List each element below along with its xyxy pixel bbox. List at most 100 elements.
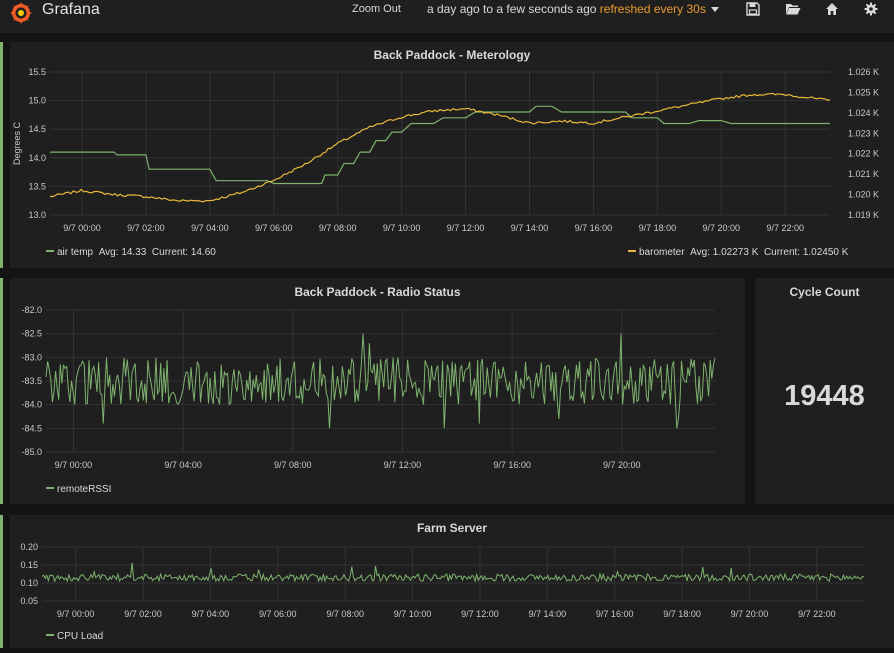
legend-current-value: 14.60 bbox=[190, 247, 216, 258]
y-tick-label: -84.5 bbox=[21, 423, 42, 433]
x-tick-label: 9/7 02:00 bbox=[127, 223, 165, 233]
folder-open-icon[interactable] bbox=[785, 2, 801, 16]
series-line-remote-rssi bbox=[45, 333, 716, 429]
save-icon[interactable] bbox=[746, 2, 760, 16]
y-tick-label: 0.10 bbox=[20, 578, 38, 588]
y-tick-label: -84.0 bbox=[21, 400, 42, 410]
y-tick-label: -82.0 bbox=[21, 305, 42, 315]
x-tick-label: 9/7 10:00 bbox=[394, 609, 432, 619]
top-navbar: Grafana Zoom Out a day ago to a few seco… bbox=[0, 0, 894, 34]
y2-tick-label: 1.022 K bbox=[848, 149, 879, 159]
series-line-air-temp bbox=[50, 105, 830, 185]
refresh-interval-label: refreshed every 30s bbox=[599, 2, 706, 16]
x-tick-label: 9/7 20:00 bbox=[603, 460, 641, 470]
legend-remote-rssi[interactable]: remoteRSSI bbox=[46, 484, 111, 495]
x-tick-label: 9/7 04:00 bbox=[191, 223, 229, 233]
grafana-logo-icon[interactable] bbox=[8, 0, 34, 26]
y-tick-label: 14.5 bbox=[28, 124, 46, 134]
y2-tick-label: 1.024 K bbox=[848, 108, 879, 118]
y2-tick-label: 1.020 K bbox=[848, 190, 879, 200]
y-tick-label: 0.15 bbox=[20, 560, 38, 570]
y2-tick-label: 1.023 K bbox=[848, 128, 879, 138]
y-tick-label: -83.5 bbox=[21, 376, 42, 386]
y-tick-label: 13.0 bbox=[28, 210, 46, 220]
x-tick-label: 9/7 08:00 bbox=[274, 460, 312, 470]
x-tick-label: 9/7 22:00 bbox=[766, 223, 804, 233]
time-range-picker[interactable]: a day ago to a few seconds ago refreshed… bbox=[427, 2, 720, 16]
y-tick-label: -82.5 bbox=[21, 329, 42, 339]
legend-air-temp[interactable]: air temp Avg: 14.33 Current: 14.60 bbox=[46, 247, 216, 258]
x-tick-label: 9/7 20:00 bbox=[731, 609, 769, 619]
time-range-label: a day ago to a few seconds ago bbox=[427, 2, 597, 16]
legend-avg-value: 1.02273 K bbox=[712, 247, 759, 258]
y-tick-label: 14.0 bbox=[28, 153, 46, 163]
x-tick-label: 9/7 16:00 bbox=[575, 223, 613, 233]
x-tick-label: 9/7 08:00 bbox=[326, 609, 364, 619]
x-tick-label: 9/7 08:00 bbox=[319, 223, 357, 233]
x-tick-label: 9/7 18:00 bbox=[663, 609, 701, 619]
x-tick-label: 9/7 02:00 bbox=[124, 609, 162, 619]
chevron-down-icon bbox=[711, 7, 720, 13]
y-axis-title: Degrees C bbox=[12, 121, 22, 165]
meteorology-chart[interactable]: 13.0 13.5 14.0 14.5 15.0 15.5 9/7 00:00 9/7 02:… bbox=[10, 62, 894, 262]
panel-title[interactable]: Back Paddock - Meterology bbox=[373, 48, 531, 62]
legend-current-label: Current: bbox=[763, 247, 801, 258]
legend-barometer[interactable]: barometer Avg: 1.02273 K Current: 1.0245… bbox=[628, 247, 848, 258]
y-tick-label: 15.5 bbox=[28, 67, 46, 77]
legend-swatch bbox=[46, 634, 54, 637]
x-tick-label: 9/7 10:00 bbox=[383, 223, 421, 233]
home-icon[interactable] bbox=[825, 2, 839, 16]
panel-title[interactable]: Cycle Count bbox=[789, 285, 860, 299]
panel-title[interactable]: Back Paddock - Radio Status bbox=[294, 285, 461, 299]
radio-status-panel: Back Paddock - Radio Status -82.0 -82.5 -8… bbox=[10, 278, 745, 504]
x-tick-label: 9/7 04:00 bbox=[192, 609, 230, 619]
row-marker[interactable] bbox=[0, 278, 3, 504]
x-tick-label: 9/7 16:00 bbox=[493, 460, 531, 470]
farm-server-chart[interactable]: 0.05 0.10 0.15 0.20 9/7 00:00 9/7 02:00 9/7 04… bbox=[10, 537, 894, 627]
x-tick-label: 9/7 12:00 bbox=[447, 223, 485, 233]
legend-swatch bbox=[628, 250, 636, 253]
legend-cpu-load[interactable]: CPU Load bbox=[46, 631, 103, 642]
y2-tick-label: 1.019 K bbox=[848, 210, 879, 220]
radio-status-chart[interactable]: -82.0 -82.5 -83.0 -83.5 -84.0 -84.5 -85.0 9/7 0… bbox=[10, 300, 745, 476]
legend-series-name: air temp bbox=[57, 247, 94, 258]
x-tick-label: 9/7 22:00 bbox=[798, 609, 836, 619]
x-tick-label: 9/7 00:00 bbox=[63, 223, 101, 233]
x-tick-label: 9/7 06:00 bbox=[255, 223, 293, 233]
gear-icon[interactable] bbox=[864, 2, 878, 16]
y-tick-label: -85.0 bbox=[21, 447, 42, 457]
y-tick-label: 0.20 bbox=[20, 542, 38, 552]
x-tick-label: 9/7 20:00 bbox=[703, 223, 741, 233]
y-tick-label: 13.5 bbox=[28, 181, 46, 191]
meteorology-panel: Back Paddock - Meterology 13.0 13.5 14.0 14… bbox=[10, 42, 894, 268]
x-tick-label: 9/7 06:00 bbox=[259, 609, 297, 619]
legend-series-name: remoteRSSI bbox=[57, 484, 112, 495]
row-marker[interactable] bbox=[0, 515, 3, 648]
zoom-out-button[interactable]: Zoom Out bbox=[352, 3, 401, 15]
y-tick-label: -83.0 bbox=[21, 352, 42, 362]
x-tick-label: 9/7 12:00 bbox=[384, 460, 422, 470]
singlestat-value: 19448 bbox=[784, 380, 865, 412]
x-tick-label: 9/7 00:00 bbox=[57, 609, 95, 619]
legend-swatch bbox=[46, 250, 54, 253]
y2-tick-label: 1.026 K bbox=[848, 67, 879, 77]
brand-title[interactable]: Grafana bbox=[42, 1, 100, 18]
cycle-count-panel: Cycle Count 19448 bbox=[755, 278, 894, 504]
x-tick-label: 9/7 12:00 bbox=[461, 609, 499, 619]
panel-title[interactable]: Farm Server bbox=[416, 521, 488, 535]
x-tick-label: 9/7 14:00 bbox=[529, 609, 567, 619]
x-tick-label: 9/7 16:00 bbox=[596, 609, 634, 619]
farm-server-panel: Farm Server 0.05 0.10 0.15 0.20 9/7 00:00 9/7… bbox=[10, 515, 894, 648]
row-marker[interactable] bbox=[0, 42, 3, 268]
x-tick-label: 9/7 00:00 bbox=[55, 460, 93, 470]
series-line-cpu-load bbox=[41, 562, 865, 583]
legend-avg-label: Avg: bbox=[98, 247, 119, 258]
legend-swatch bbox=[46, 487, 54, 490]
legend-avg-label: Avg: bbox=[690, 247, 710, 258]
series-line-barometer bbox=[49, 92, 831, 203]
legend-avg-value: 14.33 bbox=[121, 247, 147, 258]
y2-tick-label: 1.021 K bbox=[848, 169, 879, 179]
y-tick-label: 0.05 bbox=[20, 596, 38, 606]
x-tick-label: 9/7 18:00 bbox=[639, 223, 677, 233]
x-tick-label: 9/7 14:00 bbox=[511, 223, 549, 233]
